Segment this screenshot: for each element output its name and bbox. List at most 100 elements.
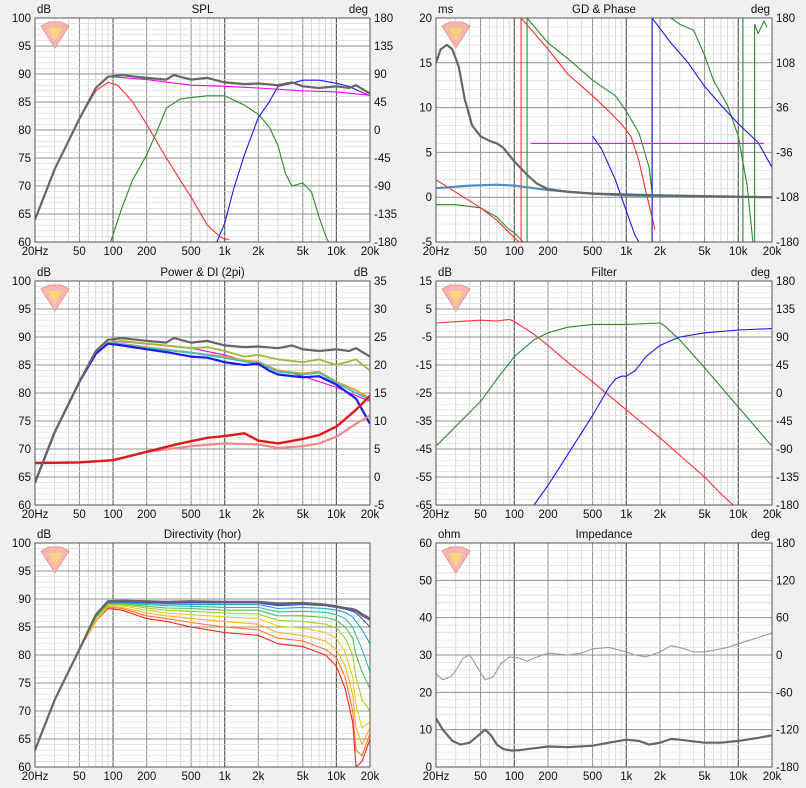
y2-tick-label: -90 — [374, 181, 391, 193]
x-tick-label: 500 — [182, 246, 201, 258]
x-tick-label: 20Hz — [22, 246, 49, 258]
y-tick-label: 80 — [18, 125, 31, 137]
y-tick-label: -15 — [415, 360, 432, 372]
y2-tick-label: 30 — [374, 304, 387, 316]
y-tick-label: 75 — [18, 153, 31, 165]
series-line — [436, 43, 772, 199]
series-line — [651, 18, 772, 168]
series-group — [436, 318, 772, 505]
series-line — [533, 328, 772, 505]
x-tick-label: 100 — [505, 509, 524, 521]
x-tick-label: 200 — [137, 509, 156, 521]
left-unit-label: dB — [438, 267, 452, 279]
x-tick-label: 2k — [654, 509, 666, 521]
y2-tick-label: -135 — [776, 472, 799, 484]
series-line — [520, 18, 656, 230]
x-tick-label: 200 — [538, 246, 557, 258]
y2-tick-label: 0 — [374, 472, 380, 484]
x-tick-label: 5k — [698, 246, 710, 258]
y-tick-label: 85 — [18, 622, 31, 634]
x-tick-label: 5k — [698, 509, 710, 521]
series-line — [35, 342, 370, 484]
chart-impedance: Impedance ohm deg 0 10 20 30 40 50 60 -180 -120 -60 0… — [419, 529, 799, 783]
x-tick-label: 50 — [73, 246, 86, 258]
right-unit-label: deg — [349, 4, 368, 16]
y2-tick-label: 35 — [374, 276, 387, 288]
x-tick-label: 5k — [297, 246, 309, 258]
chart-title: Power & DI (2pi) — [160, 267, 245, 279]
brand-logo — [40, 284, 70, 312]
x-tick-label: 100 — [505, 771, 524, 783]
series-line — [35, 602, 370, 751]
y2-tick-label: 135 — [374, 41, 393, 53]
grid — [34, 280, 371, 506]
y-tick-label: 15 — [419, 58, 432, 70]
y2-tick-label: 5 — [374, 444, 380, 456]
brand-logo — [441, 21, 471, 49]
x-tick-label: 10k — [729, 509, 748, 521]
series-group — [35, 74, 370, 242]
x-tick-label: 500 — [583, 246, 602, 258]
y2-tick-label: 0 — [776, 650, 782, 662]
y-tick-label: -55 — [415, 472, 432, 484]
series-line — [35, 599, 370, 751]
x-tick-label: 200 — [137, 771, 156, 783]
y-tick-label: 0 — [426, 192, 432, 204]
plot-frame — [435, 280, 773, 506]
x-tick-label: 1k — [219, 771, 231, 783]
y-tick-label: 70 — [18, 444, 31, 456]
y-tick-label: 95 — [18, 566, 31, 578]
x-tick-label: 1k — [620, 771, 632, 783]
plot-frame — [34, 17, 371, 243]
y-tick-label: 30 — [419, 650, 432, 662]
grid — [34, 542, 371, 768]
chart-gd: GD & Phase ms deg -5 0 5 10 15 20 -180 -108 -36 36 10… — [419, 4, 799, 258]
x-tick-label: 2k — [252, 509, 264, 521]
left-unit-label: dB — [37, 4, 51, 16]
y-tick-label: -65 — [415, 500, 432, 512]
chart-title: Impedance — [576, 529, 633, 541]
x-tick-label: 200 — [538, 771, 557, 783]
y-tick-label: -5 — [422, 237, 432, 249]
x-tick-label: 1k — [219, 509, 231, 521]
x-tick-label: 500 — [583, 509, 602, 521]
y2-tick-label: -45 — [374, 153, 391, 165]
y-tick-label: 60 — [419, 538, 432, 550]
series-line — [436, 322, 772, 447]
series-group — [35, 599, 370, 767]
series-line — [110, 95, 329, 242]
x-tick-label: 5k — [698, 771, 710, 783]
series-line — [754, 20, 768, 35]
y-tick-label: 75 — [18, 416, 31, 428]
y2-tick-label: 180 — [374, 13, 393, 25]
y2-tick-label: 45 — [776, 360, 789, 372]
brand-logo — [40, 546, 70, 574]
series-group — [436, 632, 772, 752]
x-tick-label: 2k — [252, 246, 264, 258]
y2-tick-label: 25 — [374, 332, 387, 344]
x-tick-label: 1k — [620, 246, 632, 258]
y-tick-label: -45 — [415, 444, 432, 456]
y2-tick-label: 180 — [776, 276, 795, 288]
x-tick-label: 100 — [103, 246, 122, 258]
y-tick-label: 85 — [18, 97, 31, 109]
y2-tick-label: -180 — [776, 500, 799, 512]
plot-frame — [435, 542, 773, 768]
x-tick-label: 20Hz — [423, 246, 450, 258]
y2-tick-label: 108 — [776, 58, 795, 70]
y-tick-label: 70 — [18, 706, 31, 718]
y2-tick-label: 10 — [374, 416, 387, 428]
y-tick-label: 60 — [18, 237, 31, 249]
y-tick-label: 90 — [18, 594, 31, 606]
y-tick-label: 60 — [18, 762, 31, 774]
series-line — [35, 74, 370, 221]
x-tick-label: 20k — [763, 246, 782, 258]
chart-title: SPL — [192, 4, 214, 16]
logo-inner — [449, 553, 463, 566]
x-tick-label: 20k — [361, 771, 380, 783]
y2-tick-label: 36 — [776, 103, 789, 115]
series-line — [35, 605, 370, 751]
plot-area — [436, 18, 772, 242]
y-tick-label: 40 — [419, 613, 432, 625]
